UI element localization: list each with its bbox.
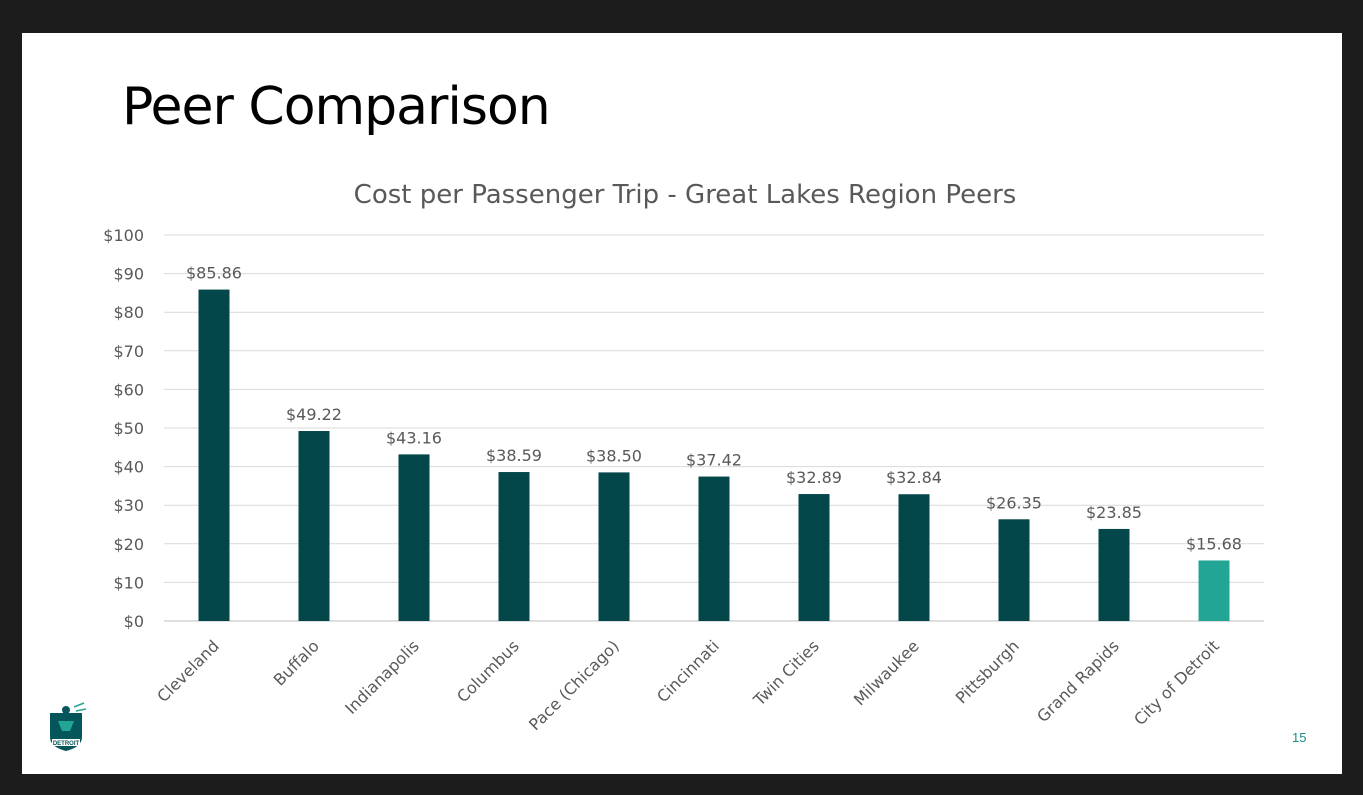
- slide: Peer Comparison Cost per Passenger Trip …: [22, 33, 1342, 774]
- x-axis: Cleveland Buffalo Indianapolis Columbus Pace…: [153, 636, 1223, 734]
- city-of-detroit-logo-icon: DETROIT: [50, 702, 87, 751]
- y-tick-label: $80: [113, 303, 144, 322]
- bar: [998, 519, 1030, 621]
- data-label: $43.16: [386, 428, 442, 447]
- chart-title: Cost per Passenger Trip - Great Lakes Re…: [354, 180, 1017, 210]
- x-tick-label: Pace (Chicago): [525, 636, 623, 734]
- y-tick-label: $90: [113, 265, 144, 284]
- data-label: $15.68: [1186, 534, 1242, 553]
- x-tick-label: Indianapolis: [341, 636, 423, 718]
- bar: [598, 472, 630, 621]
- bar: [1098, 528, 1130, 621]
- bars: [198, 289, 1230, 621]
- x-tick-label: Grand Rapids: [1033, 636, 1123, 726]
- x-tick-label: Buffalo: [270, 636, 323, 689]
- data-label: $26.35: [986, 493, 1042, 512]
- bar: [1198, 560, 1230, 621]
- x-tick-label: Cincinnati: [653, 636, 723, 706]
- y-tick-label: $60: [113, 380, 144, 399]
- page-number: 15: [1292, 730, 1307, 745]
- data-label: $38.59: [486, 446, 542, 465]
- data-label: $37.42: [686, 451, 742, 470]
- bar: [498, 472, 530, 621]
- data-labels: $85.86 $49.22 $43.16 $38.59 $38.50 $37.42 $32.…: [186, 264, 1242, 554]
- bar-chart: Cost per Passenger Trip - Great Lakes Re…: [103, 180, 1264, 734]
- bar: [898, 494, 930, 621]
- y-tick-label: $20: [113, 535, 144, 554]
- data-label: $32.84: [886, 468, 942, 487]
- x-tick-label: Twin Cities: [749, 636, 823, 710]
- y-tick-label: $30: [113, 496, 144, 515]
- bar: [798, 494, 830, 621]
- y-tick-label: $100: [103, 226, 144, 245]
- data-label: $23.85: [1086, 503, 1142, 522]
- y-tick-label: $70: [113, 342, 144, 361]
- y-tick-label: $50: [113, 419, 144, 438]
- bar: [698, 476, 730, 621]
- bar: [198, 289, 230, 621]
- y-axis: $0 $10 $20 $30 $40 $50 $60 $70 $80 $90 $100: [103, 226, 144, 631]
- data-label: $38.50: [586, 446, 642, 465]
- data-label: $32.89: [786, 468, 842, 487]
- logo-text: DETROIT: [53, 741, 80, 747]
- y-tick-label: $10: [113, 573, 144, 592]
- bar: [398, 454, 430, 621]
- x-tick-label: City of Detroit: [1130, 636, 1223, 729]
- bar: [298, 431, 330, 621]
- x-tick-label: Pittsburgh: [952, 636, 1023, 707]
- y-tick-label: $0: [124, 612, 144, 631]
- x-tick-label: Milwaukee: [850, 636, 923, 709]
- slide-title: Peer Comparison: [122, 77, 551, 137]
- y-tick-label: $40: [113, 458, 144, 477]
- data-label: $49.22: [286, 405, 342, 424]
- x-tick-label: Cleveland: [153, 636, 223, 706]
- x-tick-label: Columbus: [453, 636, 523, 706]
- data-label: $85.86: [186, 264, 242, 283]
